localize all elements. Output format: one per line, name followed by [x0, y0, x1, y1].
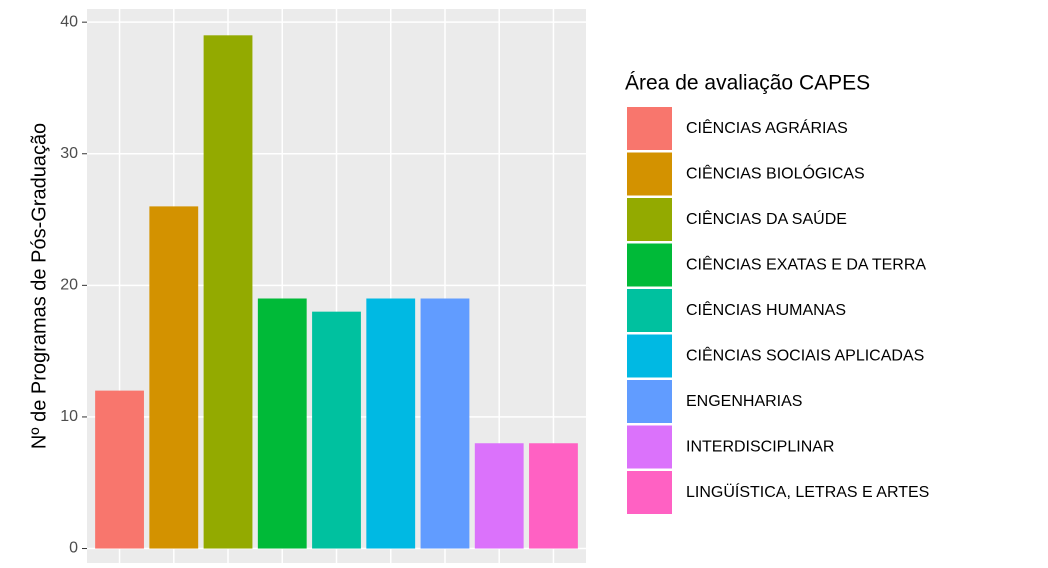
- legend-label: CIÊNCIAS HUMANAS: [686, 300, 846, 319]
- bar: [203, 35, 253, 549]
- bar: [529, 443, 578, 549]
- y-tick-label: 10: [60, 408, 78, 425]
- legend-label: CIÊNCIAS SOCIAIS APLICADAS: [686, 346, 924, 365]
- legend-key: [627, 289, 672, 332]
- legend-label: CIÊNCIAS AGRÁRIAS: [686, 118, 848, 137]
- legend-label: CIÊNCIAS DA SAÚDE: [686, 209, 847, 228]
- legend-key: [627, 198, 672, 241]
- legend-label: CIÊNCIAS EXATAS E DA TERRA: [686, 255, 926, 274]
- legend-label: INTERDISCIPLINAR: [686, 439, 834, 456]
- bar: [257, 298, 307, 549]
- legend-key: [627, 243, 672, 287]
- legend-key: [627, 107, 672, 150]
- legend-key: [627, 152, 672, 196]
- legend-title: Área de avaliação CAPES: [625, 72, 870, 95]
- legend-key: [627, 425, 672, 469]
- legend-key: [627, 380, 672, 423]
- bar: [474, 443, 524, 549]
- bar: [95, 390, 144, 549]
- legend-key: [627, 471, 672, 514]
- legend-label: ENGENHARIAS: [686, 393, 802, 410]
- y-tick-label: 30: [60, 145, 78, 162]
- bar: [366, 298, 416, 549]
- y-tick-label: 20: [60, 277, 78, 294]
- bar: [420, 298, 470, 549]
- legend-key: [627, 334, 672, 378]
- bar: [312, 311, 361, 549]
- bar: [149, 206, 199, 549]
- legend-label: CIÊNCIAS BIOLÓGICAS: [686, 164, 865, 183]
- y-tick-label: 40: [60, 13, 78, 30]
- legend-label: LINGÜÍSTICA, LETRAS E ARTES: [686, 482, 929, 501]
- y-tick-label: 0: [69, 540, 78, 557]
- y-axis-title: Nº de Programas de Pós-Graduação: [28, 123, 50, 449]
